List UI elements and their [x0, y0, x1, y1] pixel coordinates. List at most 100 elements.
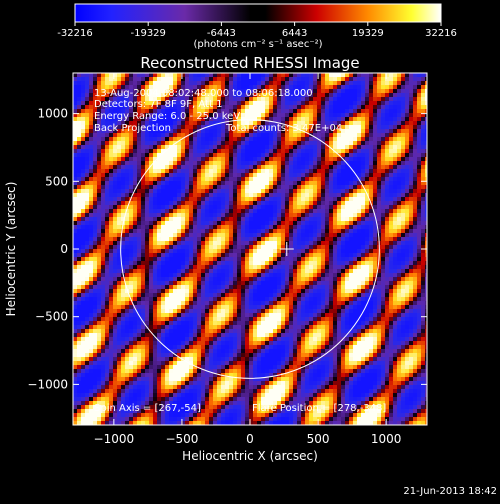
heatmap-cell — [237, 293, 241, 297]
heatmap-cell — [289, 81, 293, 85]
heatmap-cell — [205, 181, 209, 185]
heatmap-cell — [405, 77, 409, 81]
heatmap-cell — [165, 205, 169, 209]
heatmap-cell — [353, 137, 357, 141]
heatmap-cell — [137, 149, 141, 153]
heatmap-cell — [177, 181, 181, 185]
heatmap-cell — [93, 157, 97, 161]
heatmap-cell — [197, 161, 201, 165]
heatmap-cell — [409, 157, 413, 161]
heatmap-cell — [113, 249, 117, 253]
heatmap-cell — [117, 269, 121, 273]
heatmap-cell — [421, 161, 425, 165]
heatmap-cell — [393, 165, 397, 169]
heatmap-cell — [381, 249, 385, 253]
heatmap-cell — [301, 221, 305, 225]
heatmap-cell — [185, 293, 189, 297]
heatmap-cell — [353, 81, 357, 85]
heatmap-cell — [97, 193, 101, 197]
heatmap-cell — [313, 109, 317, 113]
heatmap-cell — [173, 253, 177, 257]
heatmap-cell — [145, 197, 149, 201]
heatmap-cell — [413, 105, 417, 109]
heatmap-cell — [177, 133, 181, 137]
heatmap-cell — [161, 249, 165, 253]
heatmap-cell — [397, 77, 401, 81]
heatmap-cell — [193, 165, 197, 169]
heatmap-cell — [241, 221, 245, 225]
heatmap-cell — [305, 141, 309, 145]
heatmap-cell — [153, 201, 157, 205]
heatmap-cell — [401, 205, 405, 209]
heatmap-cell — [357, 269, 361, 273]
heatmap-cell — [253, 209, 257, 213]
heatmap-cell — [237, 253, 241, 257]
heatmap-cell — [209, 161, 213, 165]
heatmap-cell — [121, 165, 125, 169]
heatmap-cell — [293, 249, 297, 253]
heatmap-cell — [165, 217, 169, 221]
heatmap-cell — [81, 121, 85, 125]
heatmap-cell — [73, 153, 77, 157]
heatmap-cell — [333, 113, 337, 117]
heatmap-cell — [381, 105, 385, 109]
heatmap-cell — [337, 265, 341, 269]
heatmap-cell — [393, 221, 397, 225]
heatmap-cell — [157, 229, 161, 233]
heatmap-cell — [105, 77, 109, 81]
heatmap-cell — [409, 81, 413, 85]
heatmap-cell — [189, 81, 193, 85]
heatmap-cell — [169, 169, 173, 173]
heatmap-cell — [413, 269, 417, 273]
heatmap-cell — [389, 285, 393, 289]
heatmap-cell — [81, 213, 85, 217]
heatmap-cell — [77, 137, 81, 141]
heatmap-cell — [373, 269, 377, 273]
heatmap-cell — [133, 149, 137, 153]
heatmap-cell — [205, 265, 209, 269]
heatmap-cell — [157, 257, 161, 261]
heatmap-cell — [189, 153, 193, 157]
heatmap-cell — [213, 277, 217, 281]
heatmap-cell — [313, 233, 317, 237]
heatmap-cell — [401, 261, 405, 265]
heatmap-cell — [201, 129, 205, 133]
heatmap-cell — [305, 73, 309, 77]
heatmap-cell — [153, 261, 157, 265]
heatmap-cell — [361, 157, 365, 161]
heatmap-cell — [417, 117, 421, 121]
heatmap-cell — [305, 101, 309, 105]
heatmap-cell — [337, 229, 341, 233]
heatmap-cell — [265, 273, 269, 277]
heatmap-cell — [281, 229, 285, 233]
heatmap-cell — [241, 273, 245, 277]
heatmap-cell — [365, 245, 369, 249]
heatmap-cell — [409, 289, 413, 293]
heatmap-cell — [333, 197, 337, 201]
heatmap-cell — [173, 77, 177, 81]
heatmap-cell — [189, 217, 193, 221]
heatmap-cell — [337, 177, 341, 181]
heatmap-cell — [77, 141, 81, 145]
heatmap-cell — [81, 105, 85, 109]
heatmap-cell — [313, 241, 317, 245]
heatmap-cell — [285, 257, 289, 261]
heatmap-cell — [337, 245, 341, 249]
heatmap-cell — [113, 229, 117, 233]
heatmap-cell — [129, 209, 133, 213]
heatmap-cell — [309, 169, 313, 173]
heatmap-cell — [133, 257, 137, 261]
heatmap-cell — [361, 153, 365, 157]
heatmap-cell — [173, 185, 177, 189]
heatmap-cell — [153, 165, 157, 169]
heatmap-cell — [197, 245, 201, 249]
heatmap-cell — [93, 189, 97, 193]
heatmap-cell — [181, 133, 185, 137]
heatmap-cell — [101, 213, 105, 217]
heatmap-cell — [249, 221, 253, 225]
heatmap-cell — [349, 209, 353, 213]
heatmap-cell — [281, 105, 285, 109]
heatmap-cell — [397, 217, 401, 221]
heatmap-cell — [317, 157, 321, 161]
heatmap-cell — [217, 145, 221, 149]
